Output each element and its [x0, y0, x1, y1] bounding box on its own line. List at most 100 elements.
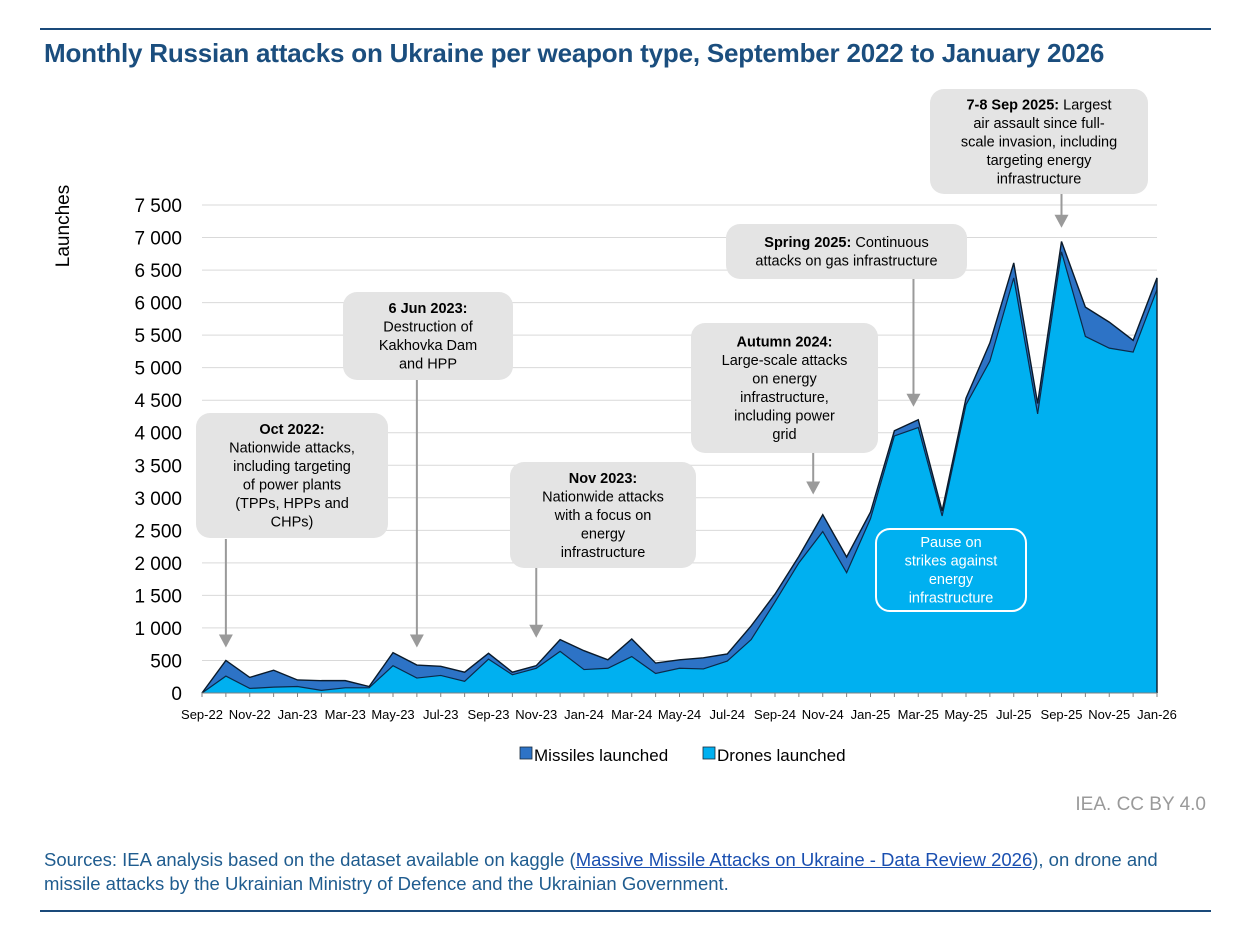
- x-tick-label: Nov-22: [229, 707, 271, 722]
- sources-suffix: ), on drone and missile attacks by the U…: [44, 849, 1158, 894]
- annotation-text: infrastructure: [997, 171, 1082, 187]
- annotation-box: [510, 462, 696, 568]
- sources-prefix: Sources: IEA analysis based on the datas…: [44, 849, 576, 870]
- x-tick-label: Mar-24: [611, 707, 652, 722]
- x-tick-label: Sep-24: [754, 707, 796, 722]
- annotation-text: including power: [734, 409, 835, 425]
- y-tick-label: 3 000: [134, 489, 182, 510]
- y-tick-label: 2 500: [134, 521, 182, 542]
- drones-line: [201, 251, 1158, 694]
- annotation-heading: 7-8 Sep 2025:: [966, 97, 1059, 113]
- x-tick-label: Jan-25: [851, 707, 891, 722]
- annotation-arrow-head: [906, 393, 921, 407]
- x-tick-label: Sep-23: [468, 707, 510, 722]
- chart: 0 500 1 000 1 500 2 000 2 500 3 000 3 500 4 000 4…: [53, 89, 1177, 765]
- annotation-text: Kakhovka Dam: [379, 338, 477, 354]
- y-tick-label: 2 000: [134, 554, 182, 575]
- annotation-text: Pause on: [920, 535, 981, 551]
- x-tick-label: Jan-23: [278, 707, 318, 722]
- annotation-text: Oct 2022:: [259, 422, 324, 438]
- x-tick-label: Mar-25: [898, 707, 939, 722]
- annotation-text: infrastructure: [909, 591, 994, 607]
- annotation-text: 6 Jun 2023:: [389, 301, 468, 317]
- y-tick-label: 5 000: [134, 359, 182, 380]
- annotation-text: Large-scale attacks: [722, 353, 848, 369]
- x-tick-label: Jul-24: [710, 707, 745, 722]
- x-tick-label: May-23: [371, 707, 414, 722]
- annotation-box: [691, 323, 878, 453]
- annotation-text: infrastructure: [561, 545, 646, 561]
- annotation-box: [875, 528, 1027, 612]
- annotation-text: strikes against: [905, 554, 998, 570]
- annotation-box: [726, 224, 967, 279]
- x-tick-label: Nov-25: [1088, 707, 1130, 722]
- annotation-text: (TPPs, HPPs and: [235, 496, 349, 512]
- chart-title: Monthly Russian attacks on Ukraine per w…: [44, 38, 1105, 68]
- y-tick-label: 4 500: [134, 391, 182, 412]
- x-tick-label: Nov-24: [802, 707, 844, 722]
- annotation-heading: Autumn 2024:: [737, 335, 833, 351]
- annotation-arrow-head: [529, 624, 544, 638]
- annotation-text: with a focus on: [554, 508, 652, 524]
- y-tick-label: 1 000: [134, 619, 182, 640]
- y-tick-label: 1 500: [134, 586, 182, 607]
- annotation-text: infrastructure,: [740, 390, 829, 406]
- annotation-text: of power plants: [243, 478, 341, 494]
- y-tick-label: 7 000: [134, 229, 182, 250]
- legend-swatch: [519, 746, 533, 760]
- x-tick-label: Jan-24: [564, 707, 604, 722]
- legend-label: Drones launched: [717, 746, 846, 765]
- legend-label: Missiles launched: [534, 746, 668, 765]
- y-tick-label: 7 500: [134, 196, 182, 217]
- x-tick-label: May-24: [658, 707, 701, 722]
- annotation-text: air assault since full-: [973, 116, 1105, 132]
- annotation-text: attacks on gas infrastructure: [755, 254, 937, 270]
- annotation-box: [343, 292, 513, 380]
- top-rule: [40, 28, 1211, 30]
- x-tick-label: Nov-23: [515, 707, 557, 722]
- x-tick-label: Jan-26: [1137, 707, 1177, 722]
- y-tick-label: 4 000: [134, 424, 182, 445]
- y-tick-label: 500: [150, 651, 182, 672]
- annotation-text: 7-8 Sep 2025: Largest: [966, 97, 1111, 113]
- x-tick-label: Jul-23: [423, 707, 458, 722]
- annotation-text: energy: [929, 572, 974, 588]
- annotation-text: Destruction of: [383, 320, 473, 336]
- legend-swatch: [702, 746, 716, 760]
- annotation-arrow-head: [409, 634, 424, 648]
- annotation-heading: Nov 2023:: [569, 471, 638, 487]
- annotation-text: scale invasion, including: [961, 134, 1117, 150]
- y-axis-title: Launches: [53, 185, 74, 267]
- annotation-box: [930, 89, 1148, 194]
- missiles-line: [201, 241, 1158, 694]
- annotation-heading: 6 Jun 2023:: [389, 301, 468, 317]
- annotation-text: on energy: [752, 372, 817, 388]
- annotation-text: grid: [772, 427, 796, 443]
- annotation-text: Spring 2025: Continuous: [764, 235, 928, 251]
- x-tick-label: Sep-25: [1041, 707, 1083, 722]
- annotation-text: energy: [581, 526, 626, 542]
- sources-note: Sources: IEA analysis based on the datas…: [44, 848, 1214, 896]
- x-tick-label: Sep-22: [181, 707, 223, 722]
- y-tick-label: 5 500: [134, 326, 182, 347]
- sources-link[interactable]: Massive Missile Attacks on Ukraine - Dat…: [575, 849, 1033, 870]
- annotation-text: Nov 2023:: [569, 471, 638, 487]
- annotation-text: including targeting: [233, 459, 351, 475]
- annotation-box: [196, 413, 388, 538]
- credit-label: IEA. CC BY 4.0: [1075, 794, 1206, 815]
- y-tick-label: 6 000: [134, 294, 182, 315]
- drones-area: [202, 251, 1157, 693]
- annotation-text: Nationwide attacks: [542, 489, 664, 505]
- annotation-heading: Spring 2025:: [764, 235, 851, 251]
- y-tick-label: 6 500: [134, 261, 182, 282]
- bottom-rule: [40, 910, 1211, 912]
- annotation-text: Autumn 2024:: [737, 335, 833, 351]
- annotation-inline: Largest: [1059, 97, 1111, 113]
- y-tick-label: 0: [171, 684, 182, 705]
- y-tick-label: 3 500: [134, 456, 182, 477]
- annotation-arrow-head: [1054, 214, 1069, 228]
- annotation-heading: Oct 2022:: [259, 422, 324, 438]
- annotation-arrow-head: [218, 634, 233, 648]
- x-tick-label: May-25: [944, 707, 987, 722]
- annotation-text: targeting energy: [987, 153, 1093, 169]
